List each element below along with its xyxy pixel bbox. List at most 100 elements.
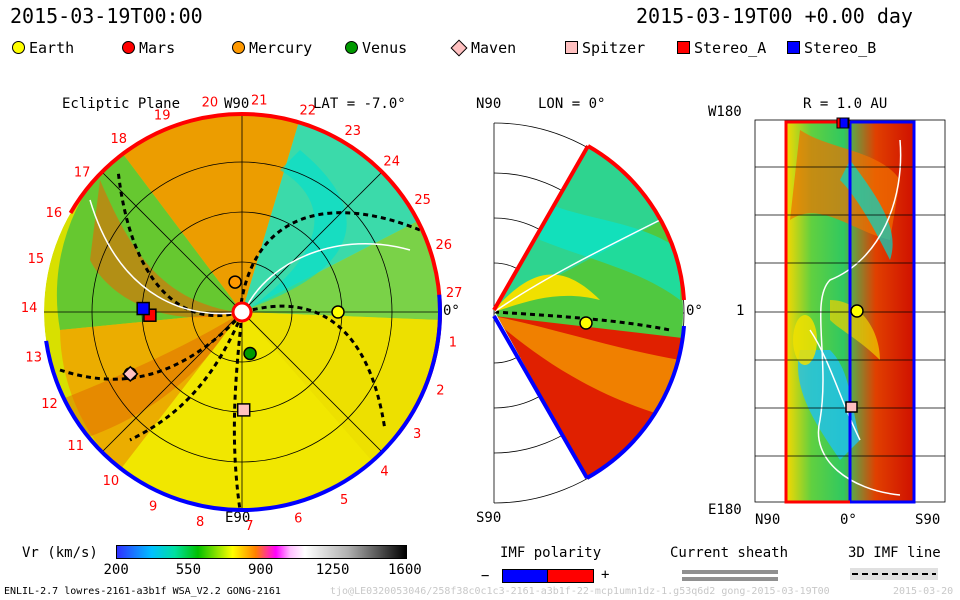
carrington-label: 9	[149, 500, 157, 515]
ecliptic-maven-marker	[122, 365, 139, 383]
radial-mid-left: 1	[736, 303, 745, 319]
footer-run-id: tjo@LE0320053046/258f38c0c1c3-2161-a3b1f…	[330, 586, 830, 597]
radial-stereo-b-marker	[839, 117, 849, 129]
imf-polarity-positive-swatch	[547, 569, 594, 583]
carrington-label: 4	[380, 464, 388, 479]
carrington-label: 27	[446, 286, 463, 301]
radial-top-left: W180	[708, 104, 742, 120]
datetime-left: 2015-03-19T00:00	[10, 4, 203, 28]
legend-item-maven: Maven	[450, 39, 517, 57]
legend-label: Maven	[471, 39, 517, 57]
meridional-earth-marker	[579, 316, 593, 330]
mars-marker-icon	[122, 41, 135, 54]
meridional-bottom-label: S90	[476, 510, 502, 526]
radial-earth-marker	[850, 304, 864, 318]
current-sheath-line-1	[682, 570, 778, 574]
legend-item-mars: Mars	[122, 39, 175, 57]
legend-item-stereo_b: Stereo_B	[787, 39, 876, 57]
carrington-label: 8	[196, 515, 204, 530]
radial-bottom-left: E180	[708, 502, 742, 518]
meridional-top-label: N90	[476, 96, 502, 112]
colorbar-tick: 200	[103, 562, 129, 578]
ecliptic-top-label: W90	[224, 96, 250, 112]
legend-item-venus: Venus	[345, 39, 407, 57]
imf-line-label: 3D IMF line	[848, 545, 941, 561]
colorbar-tick: 1600	[388, 562, 422, 578]
carrington-label: 7	[245, 519, 253, 534]
colorbar-tick: 900	[248, 562, 274, 578]
legend-label: Earth	[29, 39, 75, 57]
carrington-label: 23	[345, 124, 362, 139]
imf-polarity-plus: +	[601, 567, 610, 583]
radial-x-mid: 0°	[840, 512, 857, 528]
carrington-label: 10	[103, 474, 120, 489]
legend-label: Mercury	[249, 39, 313, 57]
carrington-label: 6	[294, 511, 302, 526]
carrington-label: 16	[46, 206, 63, 221]
carrington-label: 25	[414, 193, 431, 208]
carrington-label: 12	[41, 397, 58, 412]
carrington-label: 1	[449, 336, 457, 351]
carrington-label: 18	[111, 132, 128, 147]
ecliptic-title: Ecliptic Plane	[62, 96, 181, 112]
spitzer-marker-icon	[565, 41, 578, 54]
colorbar-label: Vr (km/s)	[22, 545, 98, 561]
imf-polarity-negative-swatch	[502, 569, 549, 583]
ecliptic-bottom-label: E90	[225, 510, 251, 526]
carrington-label: 3	[413, 427, 421, 442]
stereo_a-marker-icon	[677, 41, 690, 54]
imf-polarity-label: IMF polarity	[500, 545, 602, 561]
ecliptic-right-label: 0°	[443, 303, 460, 319]
colorbar-tick: 550	[175, 562, 202, 578]
legend-label: Mars	[139, 39, 176, 57]
carrington-label: 2	[436, 384, 444, 399]
legend-label: Spitzer	[582, 39, 646, 57]
carrington-label: 15	[28, 252, 45, 267]
legend-item-mercury: Mercury	[232, 39, 312, 57]
legend-label: Stereo_B	[804, 39, 877, 57]
stereo_b-marker-icon	[787, 41, 800, 54]
footer-stamp: 2015-03-20	[893, 586, 954, 597]
current-sheath-label: Current sheath	[670, 545, 789, 561]
radial-r-label: R = 1.0 AU	[803, 96, 888, 112]
carrington-label: 17	[74, 165, 91, 180]
carrington-label: 13	[25, 350, 42, 365]
carrington-label: 19	[154, 109, 171, 124]
legend-item-earth: Earth	[12, 39, 74, 57]
radial-spitzer-marker	[845, 401, 858, 413]
earth-marker-icon	[12, 41, 25, 54]
colorbar-tick: 1250	[315, 562, 350, 578]
legend-item-spitzer: Spitzer	[565, 39, 645, 57]
carrington-label: 11	[67, 439, 84, 454]
legend-label: Stereo_A	[694, 39, 767, 57]
sun-icon	[231, 301, 253, 323]
current-sheath-line-2	[682, 577, 778, 581]
meridional-lon-label: LON = 0°	[538, 96, 606, 112]
datetime-right: 2015-03-19T00 +0.00 day	[636, 4, 913, 28]
ecliptic-lat-label: LAT = -7.0°	[313, 96, 406, 112]
legend-item-stereo_a: Stereo_A	[677, 39, 766, 57]
radial-x-right: S90	[915, 512, 941, 528]
carrington-label: 14	[21, 301, 38, 316]
carrington-label: 21	[251, 94, 268, 109]
radial-x-left: N90	[755, 512, 781, 528]
colorbar-gradient	[116, 545, 407, 559]
legend-label: Venus	[362, 39, 408, 57]
meridional-right-label: 0°	[686, 303, 703, 319]
ecliptic-earth-marker	[331, 305, 345, 319]
imf-polarity-minus: −	[481, 568, 490, 584]
carrington-label: 22	[300, 103, 317, 118]
carrington-label: 5	[340, 493, 348, 508]
mercury-marker-icon	[232, 41, 245, 54]
imf-line-sample	[852, 573, 936, 575]
ecliptic-spitzer-marker	[236, 403, 251, 417]
ecliptic-stereo_b-marker	[136, 301, 150, 316]
ecliptic-venus-marker	[243, 346, 257, 361]
venus-marker-icon	[345, 41, 358, 54]
carrington-label: 24	[383, 155, 400, 170]
ecliptic-mercury-marker	[228, 275, 242, 289]
carrington-label: 26	[436, 238, 453, 253]
